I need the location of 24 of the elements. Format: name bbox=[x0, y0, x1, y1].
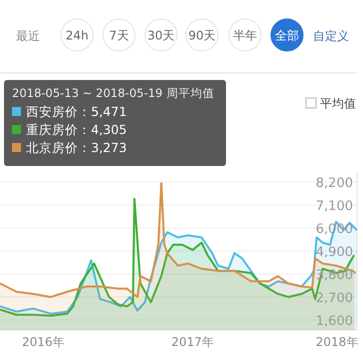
text: 平均值 bbox=[320, 96, 356, 110]
range-button: 7天 bbox=[102, 18, 136, 52]
range-button: 90天 bbox=[186, 18, 218, 52]
x-tick-label: 2016年 bbox=[22, 335, 65, 349]
y-tick-label: 2,700 bbox=[316, 290, 353, 306]
legend-label: 重庆房价 bbox=[26, 122, 78, 137]
text: ：3,273 bbox=[78, 140, 127, 155]
x-tick-label: 2017年 bbox=[171, 335, 214, 349]
y-tick-label: 1,600 bbox=[316, 314, 353, 329]
y-tick-label: 4,900 bbox=[316, 245, 353, 260]
range-button: 半年 bbox=[228, 18, 262, 52]
range-button: 全部 bbox=[270, 18, 304, 52]
legend-label: 西安房价 bbox=[26, 104, 78, 119]
x-tick-label: 2018年 bbox=[316, 335, 358, 349]
range-button: 24h bbox=[60, 18, 94, 52]
range-button: 30天 bbox=[144, 18, 178, 52]
legend-label: 北京房价 bbox=[26, 140, 78, 155]
text: ：4,305 bbox=[78, 122, 127, 137]
y-tick-label: 7,100 bbox=[316, 199, 353, 214]
text: 自定义 bbox=[313, 29, 349, 43]
text: 2018-05-13 ~ 2018-05-19 周平均值 bbox=[12, 86, 214, 100]
text: 最近 bbox=[16, 29, 40, 43]
text: ：5,471 bbox=[78, 104, 127, 119]
y-tick-label: 8,200 bbox=[316, 176, 353, 192]
